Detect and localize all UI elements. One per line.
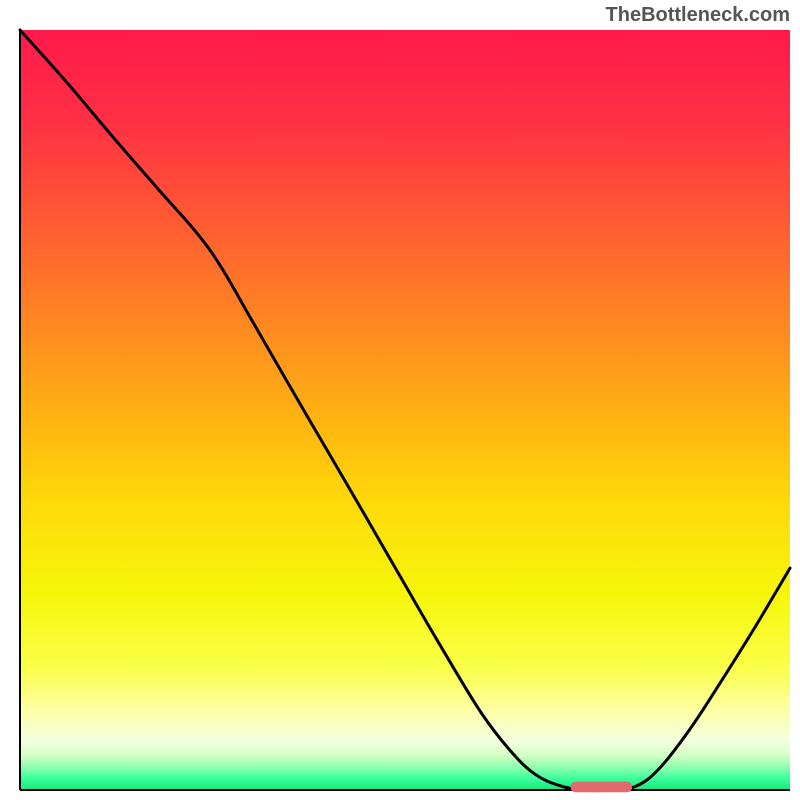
gradient-background bbox=[20, 30, 790, 790]
bottleneck-chart bbox=[0, 0, 800, 800]
optimal-marker bbox=[571, 782, 633, 793]
watermark-text: TheBottleneck.com bbox=[606, 4, 790, 27]
